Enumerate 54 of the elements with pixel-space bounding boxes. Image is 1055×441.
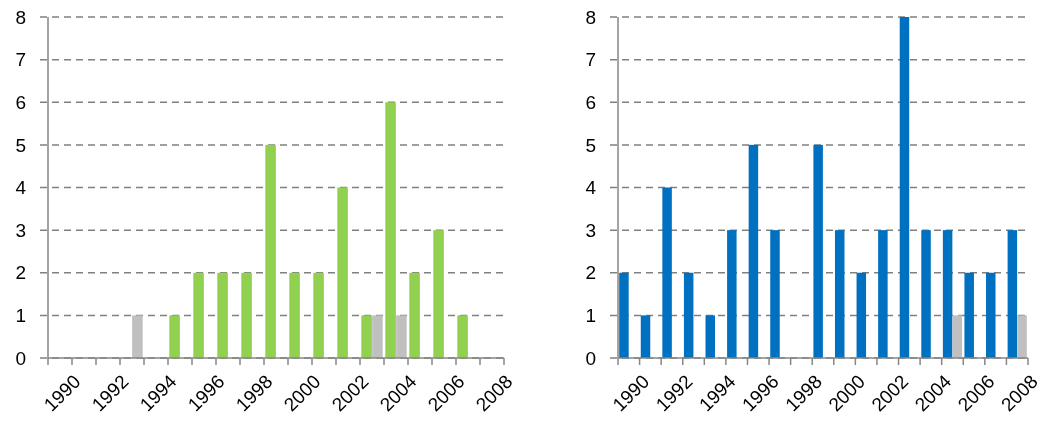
y-tick-label: 1 xyxy=(15,305,26,327)
bar xyxy=(385,102,396,358)
y-tick-label: 6 xyxy=(15,91,26,113)
y-tick-label: 2 xyxy=(15,262,26,284)
bar xyxy=(289,272,300,358)
bar xyxy=(396,315,407,358)
y-tick-label: 7 xyxy=(585,49,596,71)
bar xyxy=(619,272,629,358)
bar xyxy=(727,230,737,358)
bar xyxy=(952,315,963,358)
y-tick-label: 3 xyxy=(585,219,596,241)
bar xyxy=(193,272,204,358)
bar xyxy=(361,315,372,358)
bar xyxy=(372,315,383,358)
bar xyxy=(921,230,931,358)
y-tick-label: 8 xyxy=(15,6,26,28)
bar xyxy=(409,272,420,358)
bar xyxy=(313,272,324,358)
bar xyxy=(856,272,867,358)
bar xyxy=(899,17,910,358)
bar xyxy=(878,230,888,358)
y-tick-label: 2 xyxy=(585,262,596,284)
y-tick-label: 3 xyxy=(15,219,26,241)
bar xyxy=(337,187,348,358)
bar xyxy=(217,272,228,358)
bar xyxy=(964,272,974,358)
bar xyxy=(1017,315,1027,358)
bar xyxy=(662,187,672,358)
bar xyxy=(770,230,780,358)
y-tick-label: 6 xyxy=(585,91,596,113)
y-tick-label: 0 xyxy=(15,347,26,369)
y-tick-label: 8 xyxy=(585,6,596,28)
bar xyxy=(683,272,694,358)
bar xyxy=(457,315,468,358)
bar xyxy=(640,315,651,358)
y-tick-label: 4 xyxy=(585,177,597,199)
bar xyxy=(834,230,845,358)
y-tick-label: 4 xyxy=(15,177,27,199)
bar xyxy=(169,315,180,358)
bar xyxy=(433,230,444,358)
bar xyxy=(241,272,252,358)
y-tick-label: 0 xyxy=(585,347,596,369)
bar xyxy=(942,230,953,358)
y-tick-label: 1 xyxy=(585,305,596,327)
bar xyxy=(265,144,276,358)
bar xyxy=(986,272,996,358)
bar xyxy=(1007,230,1018,358)
bar xyxy=(748,144,759,358)
bar xyxy=(132,315,143,358)
bar xyxy=(705,315,715,358)
y-tick-label: 5 xyxy=(585,134,596,156)
y-tick-label: 7 xyxy=(15,49,26,71)
bar xyxy=(813,144,823,358)
y-tick-label: 5 xyxy=(15,134,26,156)
